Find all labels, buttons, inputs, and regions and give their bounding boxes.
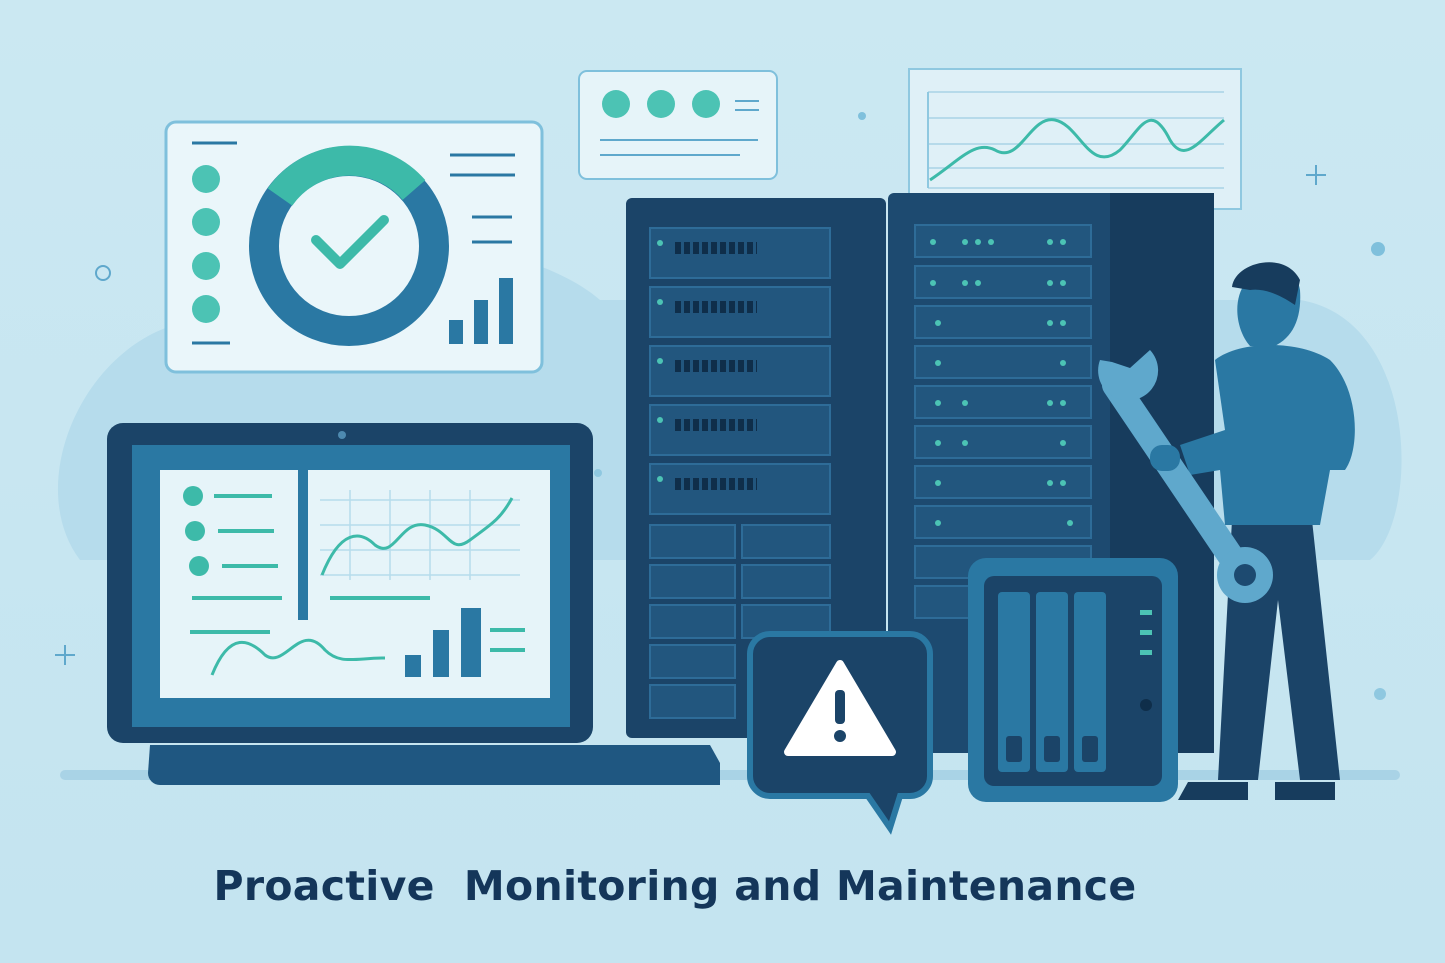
- decorations: [55, 165, 1326, 665]
- page-title: Proactive Monitoring and Maintenance: [213, 862, 1137, 910]
- status-card: [578, 70, 778, 180]
- checkmark-donut-icon: [249, 145, 449, 346]
- laptop-icon: [107, 423, 720, 785]
- line-chart-card: [908, 68, 1242, 210]
- wrench-icon: [1098, 350, 1273, 603]
- dashboard-panel: [164, 120, 544, 374]
- bar-chart-icon: [449, 278, 513, 344]
- technician-figure: [1098, 262, 1355, 800]
- nas-device-icon: [968, 558, 1178, 802]
- warning-icon: [747, 631, 933, 835]
